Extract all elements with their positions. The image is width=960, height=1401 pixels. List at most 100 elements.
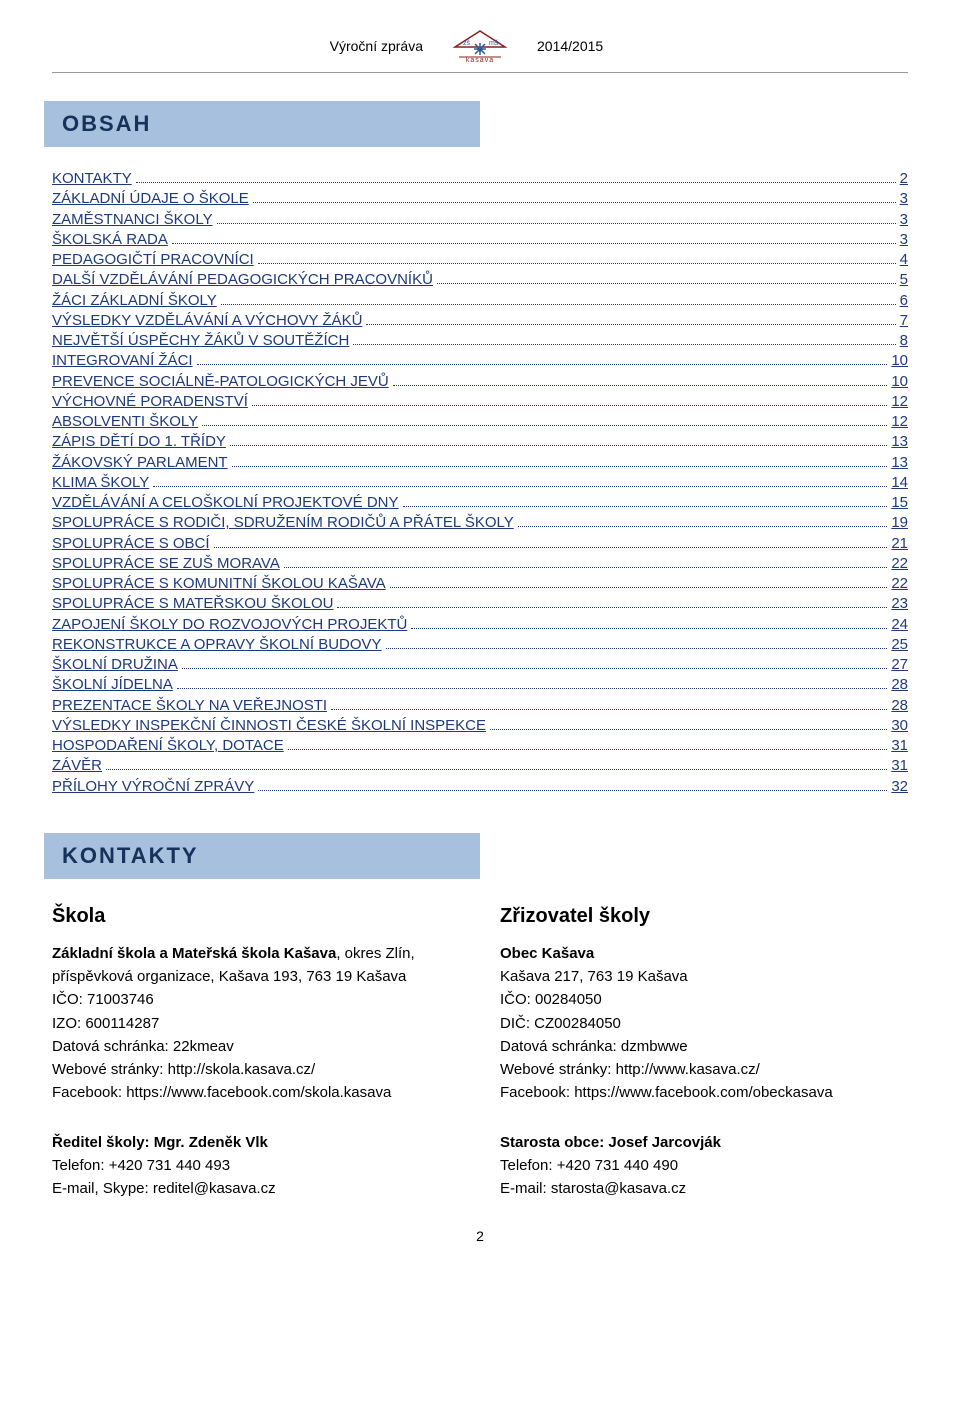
toc-leader [288, 737, 888, 751]
toc-label: VZDĚLÁVÁNÍ A CELOŠKOLNÍ PROJEKTOVÉ DNY [52, 493, 399, 513]
toc-row[interactable]: ŠKOLNÍ DRUŽINA27 [52, 655, 908, 675]
skola-column: Škola Základní škola a Mateřská škola Ka… [52, 901, 460, 1201]
toc-page: 23 [891, 594, 908, 614]
starosta-email: E-mail: starosta@kasava.cz [500, 1177, 908, 1200]
toc-leader [217, 210, 896, 224]
toc-label: ŽÁCI ZÁKLADNÍ ŠKOLY [52, 291, 217, 311]
toc-leader [202, 413, 887, 427]
skola-izo: IZO: 600114287 [52, 1012, 460, 1035]
toc-page: 32 [891, 777, 908, 797]
school-logo: zš mš kašava [453, 24, 507, 68]
toc-leader [337, 595, 887, 609]
toc-leader [214, 534, 888, 548]
toc-row[interactable]: REKONSTRUKCE A OPRAVY ŠKOLNÍ BUDOVY25 [52, 635, 908, 655]
skola-name: Základní škola a Mateřská škola Kašava [52, 945, 336, 962]
toc-row[interactable]: ZÁVĚR31 [52, 756, 908, 776]
toc-leader [393, 372, 888, 386]
toc-row[interactable]: ZÁKLADNÍ ÚDAJE O ŠKOLE3 [52, 189, 908, 209]
reditel-email: E-mail, Skype: reditel@kasava.cz [52, 1177, 460, 1200]
toc-row[interactable]: PEDAGOGIČTÍ PRACOVNÍCI4 [52, 250, 908, 270]
toc-page: 28 [891, 696, 908, 716]
toc-row[interactable]: KLIMA ŠKOLY14 [52, 473, 908, 493]
skola-heading: Škola [52, 901, 460, 932]
toc-label: SPOLUPRÁCE S MATEŘSKOU ŠKOLOU [52, 594, 333, 614]
toc-label: DALŠÍ VZDĚLÁVÁNÍ PEDAGOGICKÝCH PRACOVNÍK… [52, 270, 433, 290]
skola-ds: Datová schránka: 22kmeav [52, 1035, 460, 1058]
toc-label: SPOLUPRÁCE S KOMUNITNÍ ŠKOLOU KAŠAVA [52, 574, 386, 594]
toc-page: 10 [891, 351, 908, 371]
toc-page: 21 [891, 534, 908, 554]
kontakty-title: KONTAKTY [62, 843, 462, 869]
toc-row[interactable]: DALŠÍ VZDĚLÁVÁNÍ PEDAGOGICKÝCH PRACOVNÍK… [52, 270, 908, 290]
toc-row[interactable]: HOSPODAŘENÍ ŠKOLY, DOTACE31 [52, 736, 908, 756]
page-number: 2 [52, 1228, 908, 1244]
toc-label: SPOLUPRÁCE S RODIČI, SDRUŽENÍM RODIČŮ A … [52, 513, 514, 533]
skola-ico: IČO: 71003746 [52, 988, 460, 1011]
toc-label: KONTAKTY [52, 169, 132, 189]
toc-leader [390, 575, 888, 589]
toc-row[interactable]: ŽÁKOVSKÝ PARLAMENT 13 [52, 453, 908, 473]
toc-row[interactable]: PREVENCE SOCIÁLNĚ-PATOLOGICKÝCH JEVŮ10 [52, 372, 908, 392]
toc-leader [353, 332, 895, 346]
toc-row[interactable]: ŠKOLNÍ JÍDELNA28 [52, 675, 908, 695]
toc-leader [411, 615, 887, 629]
toc-page: 24 [891, 615, 908, 635]
toc-leader [177, 676, 887, 690]
toc-label: ABSOLVENTI ŠKOLY [52, 412, 198, 432]
toc-label: HOSPODAŘENÍ ŠKOLY, DOTACE [52, 736, 284, 756]
toc-leader [258, 777, 887, 791]
toc-label: ŠKOLSKÁ RADA [52, 230, 168, 250]
header-left: Výroční zpráva [52, 38, 435, 54]
toc-row[interactable]: INTEGROVANÍ ŽÁCI10 [52, 351, 908, 371]
toc-row[interactable]: SPOLUPRÁCE SE ZUŠ MORAVA 22 [52, 554, 908, 574]
reditel-tel: Telefon: +420 731 440 493 [52, 1154, 460, 1177]
toc-leader [153, 473, 887, 487]
toc-row[interactable]: SPOLUPRÁCE S KOMUNITNÍ ŠKOLOU KAŠAVA22 [52, 574, 908, 594]
toc-row[interactable]: VÝCHOVNÉ PORADENSTVÍ12 [52, 392, 908, 412]
toc-page: 10 [891, 372, 908, 392]
zrizovatel-addr: Kašava 217, 763 19 Kašava [500, 965, 908, 988]
toc-leader [253, 190, 896, 204]
toc-row[interactable]: ZAPOJENÍ ŠKOLY DO ROZVOJOVÝCH PROJEKTŮ24 [52, 615, 908, 635]
toc-page: 22 [891, 554, 908, 574]
toc-row[interactable]: SPOLUPRÁCE S OBCÍ21 [52, 534, 908, 554]
table-of-contents: KONTAKTY 2ZÁKLADNÍ ÚDAJE O ŠKOLE3ZAMĚSTNA… [52, 169, 908, 797]
toc-leader [172, 230, 896, 244]
toc-page: 2 [900, 169, 908, 189]
toc-row[interactable]: ŠKOLSKÁ RADA 3 [52, 230, 908, 250]
toc-row[interactable]: VÝSLEDKY VZDĚLÁVÁNÍ A VÝCHOVY ŽÁKŮ7 [52, 311, 908, 331]
toc-leader [518, 514, 888, 528]
header-right: 2014/2015 [525, 38, 908, 54]
skola-fb: Facebook: https://www.facebook.com/skola… [52, 1081, 460, 1104]
toc-row[interactable]: VZDĚLÁVÁNÍ A CELOŠKOLNÍ PROJEKTOVÉ DNY15 [52, 493, 908, 513]
toc-row[interactable]: ABSOLVENTI ŠKOLY12 [52, 412, 908, 432]
toc-label: NEJVĚTŠÍ ÚSPĚCHY ŽÁKŮ V SOUTĚŽÍCH [52, 331, 349, 351]
toc-row[interactable]: ZÁPIS DĚTÍ DO 1. TŘÍDY13 [52, 432, 908, 452]
toc-label: SPOLUPRÁCE SE ZUŠ MORAVA [52, 554, 280, 574]
toc-row[interactable]: ZAMĚSTNANCI ŠKOLY 3 [52, 210, 908, 230]
toc-page: 4 [900, 250, 908, 270]
toc-page: 13 [891, 453, 908, 473]
toc-row[interactable]: PREZENTACE ŠKOLY NA VEŘEJNOSTI28 [52, 696, 908, 716]
toc-row[interactable]: SPOLUPRÁCE S RODIČI, SDRUŽENÍM RODIČŮ A … [52, 513, 908, 533]
toc-leader [232, 453, 888, 467]
toc-row[interactable]: PŘÍLOHY VÝROČNÍ ZPRÁVY32 [52, 777, 908, 797]
zrizovatel-name: Obec Kašava [500, 945, 594, 962]
toc-page: 3 [900, 230, 908, 250]
toc-row[interactable]: ŽÁCI ZÁKLADNÍ ŠKOLY6 [52, 291, 908, 311]
toc-leader [197, 352, 888, 366]
svg-text:zš: zš [463, 40, 471, 47]
toc-label: ŽÁKOVSKÝ PARLAMENT [52, 453, 228, 473]
toc-page: 25 [891, 635, 908, 655]
toc-page: 3 [900, 210, 908, 230]
toc-row[interactable]: VÝSLEDKY INSPEKČNÍ ČINNOSTI ČESKÉ ŠKOLNÍ… [52, 716, 908, 736]
toc-label: ŠKOLNÍ DRUŽINA [52, 655, 178, 675]
skola-name-suffix: , okres Zlín, [336, 945, 414, 962]
toc-page: 28 [891, 675, 908, 695]
toc-row[interactable]: NEJVĚTŠÍ ÚSPĚCHY ŽÁKŮ V SOUTĚŽÍCH8 [52, 331, 908, 351]
zrizovatel-web: Webové stránky: http://www.kasava.cz/ [500, 1058, 908, 1081]
toc-label: ZAMĚSTNANCI ŠKOLY [52, 210, 213, 230]
toc-label: ZÁPIS DĚTÍ DO 1. TŘÍDY [52, 432, 226, 452]
toc-row[interactable]: KONTAKTY 2 [52, 169, 908, 189]
toc-row[interactable]: SPOLUPRÁCE S MATEŘSKOU ŠKOLOU 23 [52, 594, 908, 614]
